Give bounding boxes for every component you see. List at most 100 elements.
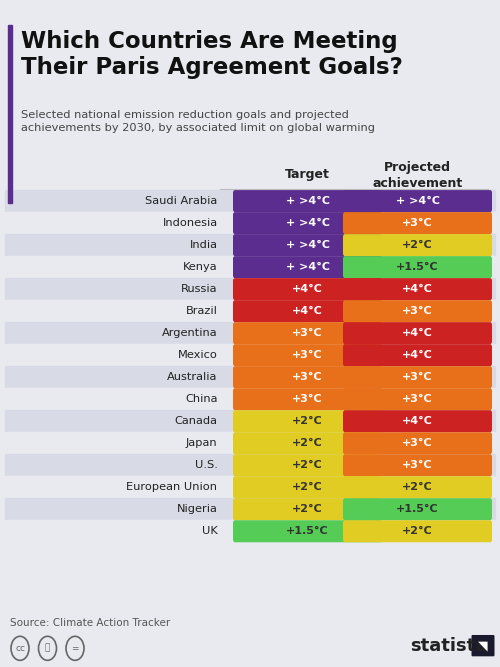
Text: +2°C: +2°C xyxy=(292,504,323,514)
Bar xyxy=(5,300,495,322)
Text: U.S.: U.S. xyxy=(194,460,218,470)
Bar xyxy=(5,388,495,410)
Text: +4°C: +4°C xyxy=(402,416,433,426)
FancyBboxPatch shape xyxy=(233,212,382,234)
FancyBboxPatch shape xyxy=(233,432,382,454)
Bar xyxy=(5,366,495,388)
Text: +2°C: +2°C xyxy=(402,526,433,536)
FancyBboxPatch shape xyxy=(343,410,492,432)
FancyBboxPatch shape xyxy=(343,432,492,454)
Text: +4°C: +4°C xyxy=(402,328,433,338)
Text: Nigeria: Nigeria xyxy=(176,504,218,514)
Text: Which Countries Are Meeting
Their Paris Agreement Goals?: Which Countries Are Meeting Their Paris … xyxy=(21,30,403,79)
Text: cc: cc xyxy=(15,644,25,653)
Text: Argentina: Argentina xyxy=(162,328,218,338)
Text: Selected national emission reduction goals and projected
achievements by 2030, b: Selected national emission reduction goa… xyxy=(21,110,375,133)
Bar xyxy=(5,498,495,520)
FancyBboxPatch shape xyxy=(343,212,492,234)
Text: +3°C: +3°C xyxy=(402,394,433,404)
Bar xyxy=(5,520,495,542)
FancyBboxPatch shape xyxy=(343,256,492,278)
Text: Japan: Japan xyxy=(186,438,218,448)
Text: + >4°C: + >4°C xyxy=(286,218,330,228)
Text: +4°C: +4°C xyxy=(402,350,433,360)
Bar xyxy=(5,454,495,476)
Text: +1.5°C: +1.5°C xyxy=(396,262,439,272)
Text: +3°C: +3°C xyxy=(402,306,433,316)
Text: +3°C: +3°C xyxy=(292,350,323,360)
Text: +3°C: +3°C xyxy=(292,394,323,404)
Text: +4°C: +4°C xyxy=(402,284,433,294)
Text: Australia: Australia xyxy=(167,372,218,382)
FancyBboxPatch shape xyxy=(233,190,382,212)
Text: statista: statista xyxy=(410,637,488,655)
Bar xyxy=(5,190,495,212)
Text: +4°C: +4°C xyxy=(292,284,323,294)
Text: +2°C: +2°C xyxy=(402,482,433,492)
Text: +2°C: +2°C xyxy=(292,438,323,448)
Bar xyxy=(5,476,495,498)
Bar xyxy=(5,256,495,278)
FancyBboxPatch shape xyxy=(233,454,382,476)
Text: +2°C: +2°C xyxy=(292,416,323,426)
Text: +3°C: +3°C xyxy=(402,372,433,382)
Text: =: = xyxy=(72,644,79,653)
FancyBboxPatch shape xyxy=(233,344,382,366)
FancyBboxPatch shape xyxy=(343,454,492,476)
Text: Mexico: Mexico xyxy=(178,350,218,360)
Bar xyxy=(8,25,12,203)
Text: Source: Climate Action Tracker: Source: Climate Action Tracker xyxy=(10,618,170,628)
Text: +3°C: +3°C xyxy=(402,460,433,470)
Text: +2°C: +2°C xyxy=(292,460,323,470)
FancyBboxPatch shape xyxy=(343,344,492,366)
FancyBboxPatch shape xyxy=(233,278,382,300)
Bar xyxy=(5,410,495,432)
Text: +3°C: +3°C xyxy=(402,218,433,228)
FancyBboxPatch shape xyxy=(343,366,492,388)
FancyBboxPatch shape xyxy=(233,234,382,256)
FancyBboxPatch shape xyxy=(343,190,492,212)
FancyBboxPatch shape xyxy=(233,300,382,322)
FancyBboxPatch shape xyxy=(343,476,492,498)
FancyBboxPatch shape xyxy=(472,635,494,656)
FancyBboxPatch shape xyxy=(233,366,382,388)
Bar xyxy=(5,432,495,454)
Text: + >4°C: + >4°C xyxy=(286,262,330,272)
FancyBboxPatch shape xyxy=(233,520,382,542)
Text: ◥: ◥ xyxy=(478,639,488,652)
FancyBboxPatch shape xyxy=(233,476,382,498)
Text: UK: UK xyxy=(202,526,218,536)
Text: Brazil: Brazil xyxy=(186,306,218,316)
Text: + >4°C: + >4°C xyxy=(396,196,440,206)
Text: +4°C: +4°C xyxy=(292,306,323,316)
Text: European Union: European Union xyxy=(126,482,218,492)
Text: +2°C: +2°C xyxy=(292,482,323,492)
Text: +2°C: +2°C xyxy=(402,240,433,250)
Text: Target: Target xyxy=(285,168,330,181)
FancyBboxPatch shape xyxy=(343,388,492,410)
FancyBboxPatch shape xyxy=(343,278,492,300)
Text: Saudi Arabia: Saudi Arabia xyxy=(145,196,218,206)
Bar xyxy=(5,278,495,300)
Text: +3°C: +3°C xyxy=(292,372,323,382)
FancyBboxPatch shape xyxy=(343,322,492,344)
FancyBboxPatch shape xyxy=(343,300,492,322)
Text: Kenya: Kenya xyxy=(183,262,218,272)
Text: Projected
achievement: Projected achievement xyxy=(372,161,462,190)
FancyBboxPatch shape xyxy=(233,498,382,520)
Bar xyxy=(5,212,495,234)
Text: +1.5°C: +1.5°C xyxy=(286,526,329,536)
FancyBboxPatch shape xyxy=(233,256,382,278)
Text: +3°C: +3°C xyxy=(292,328,323,338)
Bar xyxy=(5,234,495,256)
Text: +1.5°C: +1.5°C xyxy=(396,504,439,514)
Text: China: China xyxy=(185,394,218,404)
Bar xyxy=(5,344,495,366)
Text: + >4°C: + >4°C xyxy=(286,240,330,250)
Text: Indonesia: Indonesia xyxy=(162,218,218,228)
FancyBboxPatch shape xyxy=(343,234,492,256)
FancyBboxPatch shape xyxy=(233,322,382,344)
Text: ⓘ: ⓘ xyxy=(45,644,50,653)
Text: +3°C: +3°C xyxy=(402,438,433,448)
Text: + >4°C: + >4°C xyxy=(286,196,330,206)
